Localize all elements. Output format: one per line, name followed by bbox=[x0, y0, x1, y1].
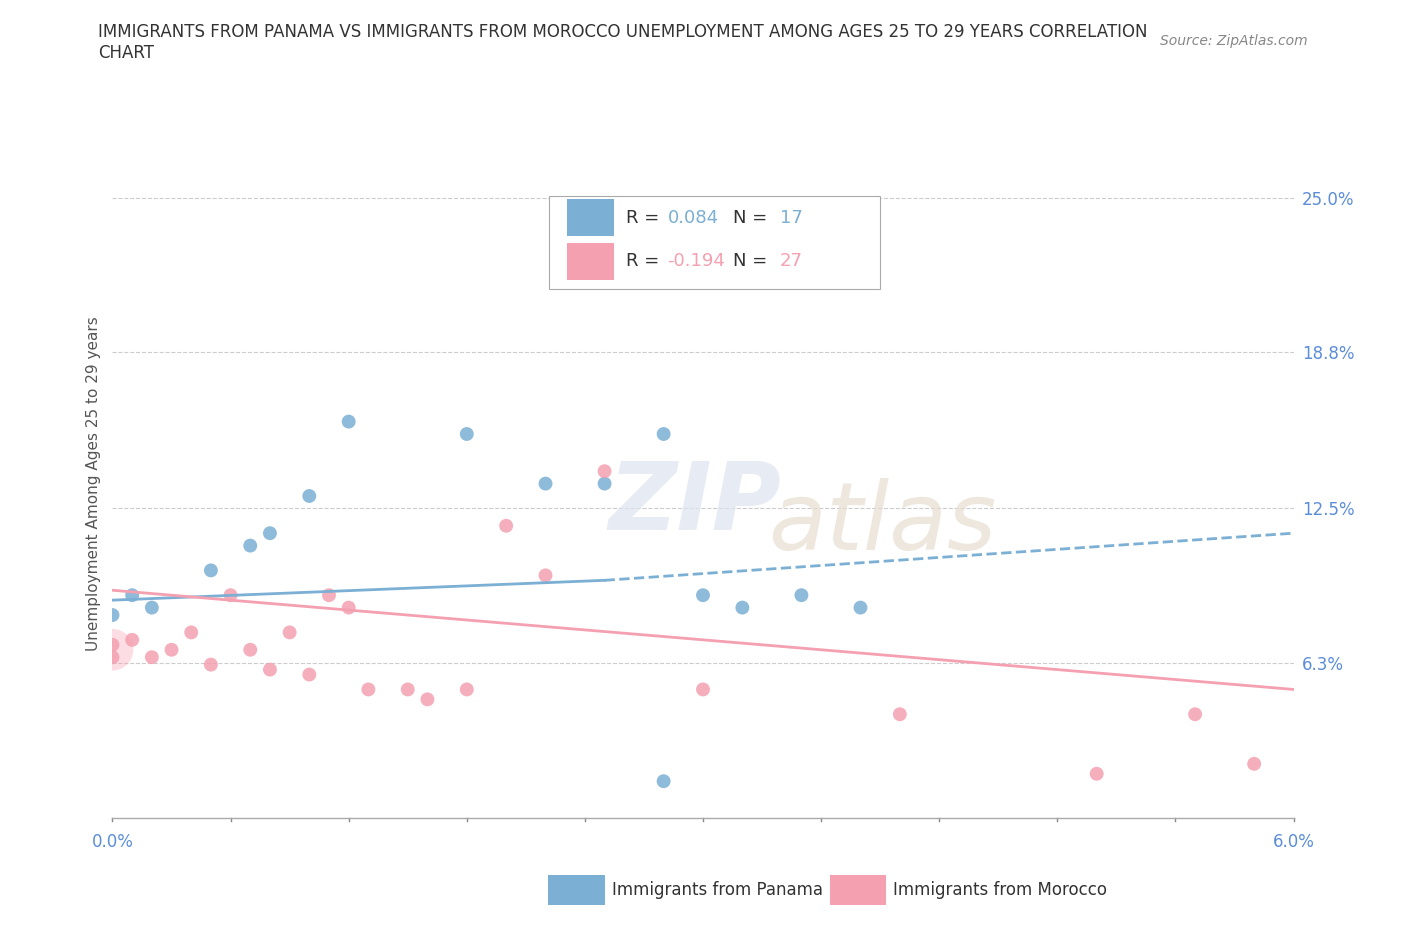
Point bbox=[396, 682, 419, 697]
Point bbox=[298, 488, 321, 503]
Point bbox=[160, 643, 183, 658]
Point bbox=[298, 667, 321, 682]
Point bbox=[1243, 756, 1265, 771]
Point bbox=[357, 682, 380, 697]
Point bbox=[731, 600, 754, 615]
Text: Immigrants from Panama: Immigrants from Panama bbox=[612, 881, 823, 899]
Text: atlas: atlas bbox=[768, 478, 997, 569]
Point bbox=[200, 658, 222, 672]
Text: -0.194: -0.194 bbox=[668, 252, 725, 271]
Y-axis label: Unemployment Among Ages 25 to 29 years: Unemployment Among Ages 25 to 29 years bbox=[86, 316, 101, 651]
FancyBboxPatch shape bbox=[550, 195, 880, 289]
Text: 0.084: 0.084 bbox=[668, 208, 718, 227]
Point bbox=[534, 568, 557, 583]
Text: 6.0%: 6.0% bbox=[1272, 833, 1315, 851]
Text: Immigrants from Morocco: Immigrants from Morocco bbox=[893, 881, 1107, 899]
Text: N =: N = bbox=[733, 208, 772, 227]
Point bbox=[534, 476, 557, 491]
Text: R =: R = bbox=[626, 252, 665, 271]
Point bbox=[889, 707, 911, 722]
Point bbox=[593, 464, 616, 479]
Point bbox=[593, 476, 616, 491]
Point bbox=[239, 538, 262, 553]
Point bbox=[278, 625, 301, 640]
Point bbox=[141, 650, 163, 665]
Text: 27: 27 bbox=[780, 252, 803, 271]
FancyBboxPatch shape bbox=[567, 243, 614, 280]
Point bbox=[121, 632, 143, 647]
Point bbox=[259, 662, 281, 677]
Point bbox=[101, 643, 124, 658]
Point bbox=[652, 774, 675, 789]
Text: N =: N = bbox=[733, 252, 772, 271]
Point bbox=[849, 600, 872, 615]
Text: ZIP: ZIP bbox=[609, 458, 782, 550]
Text: IMMIGRANTS FROM PANAMA VS IMMIGRANTS FROM MOROCCO UNEMPLOYMENT AMONG AGES 25 TO : IMMIGRANTS FROM PANAMA VS IMMIGRANTS FRO… bbox=[98, 23, 1147, 41]
Point bbox=[101, 650, 124, 665]
Point bbox=[495, 518, 517, 533]
Point bbox=[141, 600, 163, 615]
Point bbox=[259, 525, 281, 540]
Point bbox=[180, 625, 202, 640]
Point bbox=[101, 607, 124, 622]
Text: Source: ZipAtlas.com: Source: ZipAtlas.com bbox=[1160, 34, 1308, 48]
Point bbox=[239, 643, 262, 658]
Point bbox=[121, 588, 143, 603]
Point bbox=[318, 588, 340, 603]
Point bbox=[101, 637, 124, 652]
Point bbox=[416, 692, 439, 707]
Point bbox=[200, 563, 222, 578]
Text: 0.0%: 0.0% bbox=[91, 833, 134, 851]
Point bbox=[652, 427, 675, 442]
FancyBboxPatch shape bbox=[567, 199, 614, 236]
Text: 17: 17 bbox=[780, 208, 803, 227]
Text: R =: R = bbox=[626, 208, 665, 227]
Point bbox=[593, 265, 616, 280]
Point bbox=[790, 588, 813, 603]
Point bbox=[1085, 766, 1108, 781]
Point bbox=[219, 588, 242, 603]
Point bbox=[456, 682, 478, 697]
Point bbox=[456, 427, 478, 442]
Point bbox=[337, 414, 360, 429]
Point bbox=[692, 682, 714, 697]
Point bbox=[692, 588, 714, 603]
Point bbox=[337, 600, 360, 615]
Text: CHART: CHART bbox=[98, 44, 155, 61]
Point bbox=[1184, 707, 1206, 722]
